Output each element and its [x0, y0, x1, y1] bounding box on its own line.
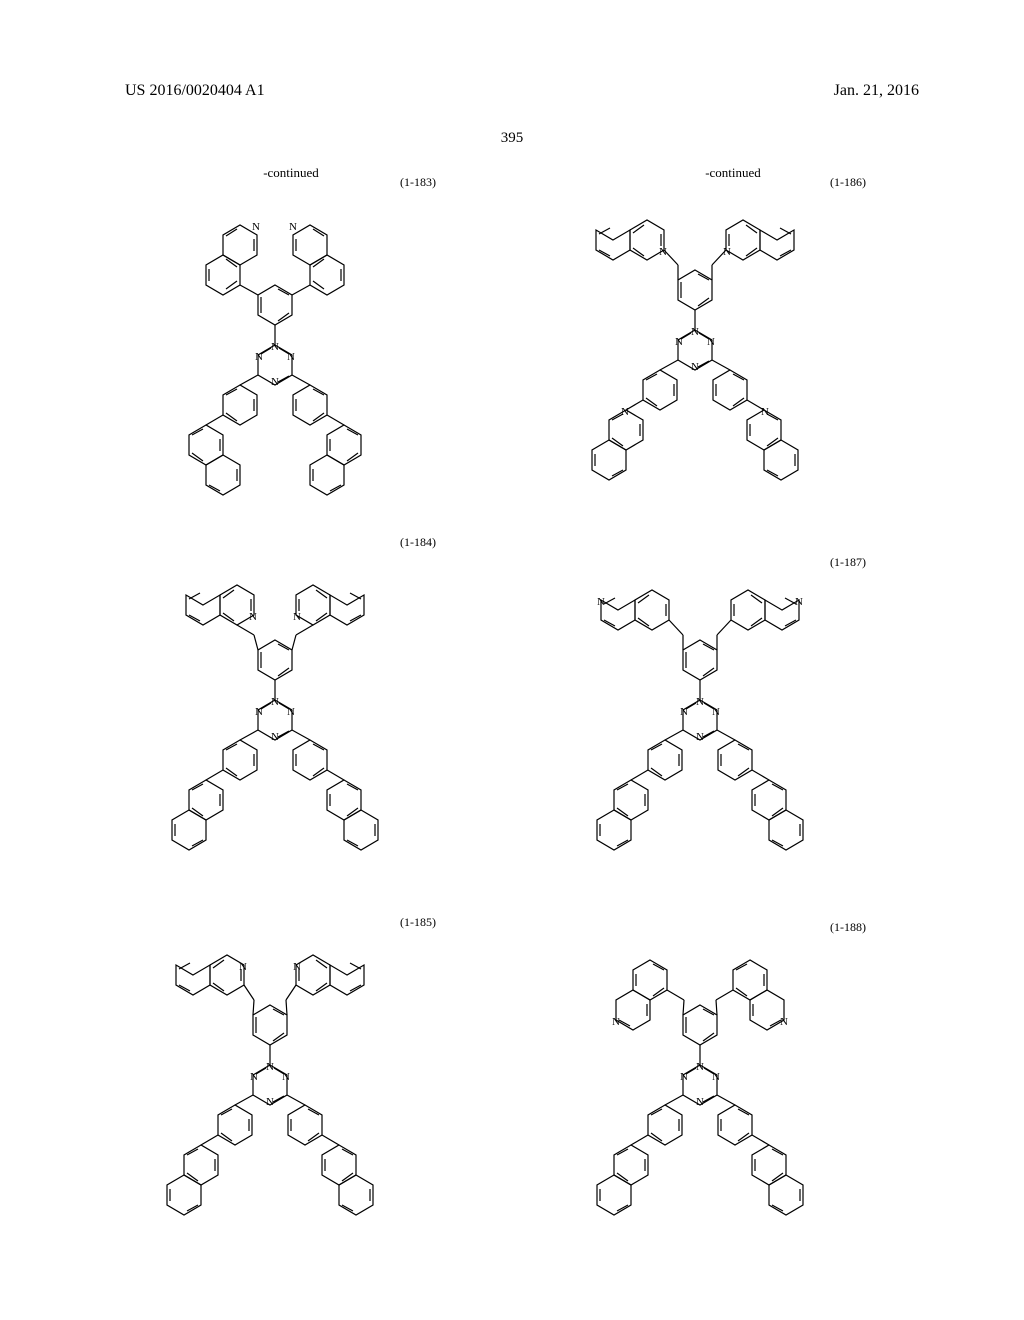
svg-text:N: N: [696, 696, 704, 708]
svg-text:N: N: [271, 376, 279, 388]
svg-text:N: N: [696, 731, 704, 743]
svg-text:N: N: [282, 1071, 290, 1083]
svg-text:N: N: [289, 221, 297, 233]
svg-text:N: N: [696, 1061, 704, 1073]
svg-text:N: N: [621, 406, 629, 418]
svg-text:N: N: [597, 596, 605, 608]
svg-text:N: N: [723, 246, 731, 258]
svg-text:N: N: [691, 326, 699, 338]
svg-text:N: N: [780, 1016, 788, 1028]
content-columns: -continued -continued: [0, 160, 1024, 186]
right-column: -continued: [512, 160, 954, 186]
svg-text:N: N: [293, 961, 301, 973]
structure-1-184: N N N N N N: [100, 545, 450, 915]
svg-text:N: N: [266, 1061, 274, 1073]
svg-text:N: N: [691, 361, 699, 373]
svg-text:N: N: [680, 1071, 688, 1083]
svg-text:N: N: [255, 706, 263, 718]
patent-number: US 2016/0020404 A1: [125, 82, 265, 100]
svg-text:N: N: [271, 341, 279, 353]
page-header: US 2016/0020404 A1 Jan. 21, 2016: [0, 82, 1024, 100]
svg-text:N: N: [252, 221, 260, 233]
structure-1-187: N N N N N N: [520, 560, 880, 920]
svg-text:N: N: [675, 336, 683, 348]
svg-text:N: N: [271, 731, 279, 743]
svg-text:N: N: [680, 706, 688, 718]
svg-text:N: N: [659, 246, 667, 258]
svg-text:N: N: [255, 351, 263, 363]
svg-text:N: N: [696, 1096, 704, 1108]
continued-label-right: -continued: [512, 165, 954, 181]
svg-text:N: N: [795, 596, 803, 608]
patent-date: Jan. 21, 2016: [834, 82, 919, 100]
structure-1-188: N N N N N N: [520, 930, 880, 1280]
structure-1-185: N N N N N N: [80, 920, 460, 1260]
svg-text:N: N: [266, 1096, 274, 1108]
structure-1-183: N N N N N N: [100, 185, 450, 535]
svg-text:N: N: [712, 1071, 720, 1083]
left-column: -continued: [70, 160, 512, 186]
svg-text:N: N: [287, 706, 295, 718]
svg-text:N: N: [712, 706, 720, 718]
svg-text:N: N: [612, 1016, 620, 1028]
structure-1-186: N N N N N N N N: [510, 185, 890, 545]
svg-text:N: N: [250, 1071, 258, 1083]
svg-text:N: N: [249, 611, 257, 623]
page-number: 395: [501, 130, 524, 147]
continued-label-left: -continued: [70, 165, 512, 181]
svg-text:N: N: [287, 351, 295, 363]
svg-text:N: N: [271, 696, 279, 708]
svg-text:N: N: [761, 406, 769, 418]
svg-text:N: N: [239, 961, 247, 973]
svg-text:N: N: [293, 611, 301, 623]
svg-text:N: N: [707, 336, 715, 348]
